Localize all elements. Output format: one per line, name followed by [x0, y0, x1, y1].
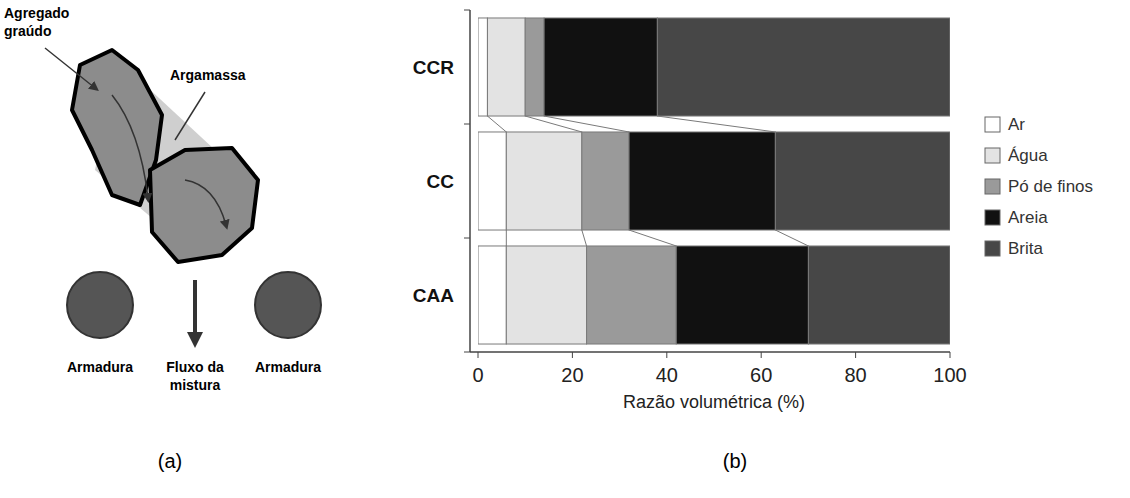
- x-tick: [572, 352, 573, 358]
- leader-line: [175, 92, 205, 140]
- legend: Ar Água Pó de finos Areia Brita: [985, 115, 1093, 258]
- diagram-label-line: Argamassa: [170, 67, 246, 83]
- bar-segment: [775, 132, 950, 230]
- legend-label: Pó de finos: [1008, 177, 1093, 196]
- stack-connector: [487, 116, 506, 132]
- bar-segment: [544, 18, 657, 116]
- x-tick-label: 20: [561, 364, 583, 386]
- y-tick: [464, 10, 470, 11]
- legend-swatch: [985, 179, 1000, 194]
- x-tick-label: 0: [472, 364, 483, 386]
- stack-connector: [525, 116, 582, 132]
- x-axis-title: Razão volumétrica (%): [623, 392, 805, 412]
- legend-label: Brita: [1008, 239, 1044, 258]
- category-label: CCR: [413, 57, 454, 78]
- x-tick-label: 60: [750, 364, 772, 386]
- panel-label: (a): [158, 450, 182, 472]
- stack-connector: [544, 116, 629, 132]
- bar-segment: [506, 246, 586, 344]
- diagram-label: Argamassa: [170, 67, 246, 83]
- bar-segment: [657, 18, 950, 116]
- x-tick: [478, 352, 479, 358]
- y-tick: [464, 238, 470, 239]
- panel-label: (b): [723, 450, 747, 472]
- legend-swatch: [985, 117, 1000, 132]
- legend-label: Areia: [1008, 208, 1048, 227]
- category-label: CC: [427, 171, 455, 192]
- diagram-label: Fluxo da mistura: [166, 359, 224, 393]
- leader-line: [45, 48, 95, 88]
- figure: Agregado graúdo Argamassa Armadura Armadura F…: [0, 0, 1130, 498]
- diagram-label-line: Fluxo da: [166, 359, 224, 375]
- y-tick: [464, 124, 470, 125]
- diagram-label-line: Armadura: [255, 359, 321, 375]
- legend-swatch: [985, 148, 1000, 163]
- x-tick: [855, 352, 856, 358]
- bar-segment: [808, 246, 950, 344]
- bar-segment: [582, 132, 629, 230]
- bar-segment: [525, 18, 544, 116]
- bar-segment: [676, 246, 808, 344]
- rotation-arrow: [112, 95, 148, 198]
- legend-swatch: [985, 241, 1000, 256]
- bar-segment: [478, 132, 506, 230]
- stack-connector: [629, 230, 676, 246]
- diagram-label-line: Armadura: [67, 359, 133, 375]
- stack-connector: [582, 230, 587, 246]
- bar-segment: [478, 18, 487, 116]
- legend-label: Ar: [1008, 115, 1025, 134]
- legend-label: Água: [1008, 146, 1048, 165]
- bar-segment: [487, 18, 525, 116]
- x-axis-line: [470, 351, 950, 353]
- bar-segment: [629, 132, 775, 230]
- diagram-label: Agregado graúdo: [4, 5, 69, 39]
- x-tick-label: 40: [656, 364, 678, 386]
- x-tick-label: 80: [844, 364, 866, 386]
- y-tick: [464, 352, 470, 353]
- rotation-arrow: [185, 180, 226, 225]
- diagram-label-line: mistura: [170, 377, 221, 393]
- stack-connector: [657, 116, 775, 132]
- bar-segment: [506, 132, 582, 230]
- diagram-label-line: Agregado: [4, 5, 69, 21]
- diagram-label: Armadura: [67, 359, 133, 375]
- bars: [478, 18, 950, 344]
- aggregate: [150, 148, 258, 262]
- stack-connector: [506, 230, 507, 246]
- bar-segment: [478, 246, 506, 344]
- x-tick-label: 100: [933, 364, 966, 386]
- flow-arrow: [193, 280, 197, 340]
- diagram-label-line: graúdo: [4, 23, 51, 39]
- rebar: [67, 272, 133, 338]
- bar-segment: [587, 246, 677, 344]
- category-label: CAA: [413, 285, 454, 306]
- x-tick: [666, 352, 667, 358]
- x-tick: [950, 352, 951, 358]
- x-tick: [761, 352, 762, 358]
- diagram-label: Armadura: [255, 359, 321, 375]
- stack-connector: [775, 230, 808, 246]
- rebar: [255, 272, 321, 338]
- y-axis-line: [469, 10, 471, 352]
- legend-swatch: [985, 210, 1000, 225]
